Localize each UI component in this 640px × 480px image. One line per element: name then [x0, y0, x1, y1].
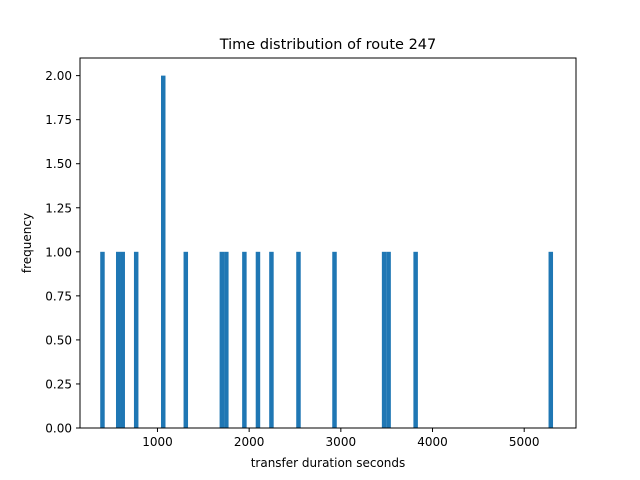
x-tick-label: 1000 [142, 435, 173, 449]
y-axis-ticks: 0.00 0.25 0.50 0.75 1.00 1.25 1.50 1.75 2.00 [45, 69, 80, 436]
x-axis-ticks: 1000 2000 3000 4000 5000 [142, 428, 539, 449]
histogram-bar [219, 251, 225, 428]
y-tick-label: 1.25 [45, 201, 72, 215]
histogram-bar [548, 251, 554, 428]
histogram-bar [183, 251, 189, 428]
x-tick-label: 3000 [326, 435, 357, 449]
histogram-bar [100, 251, 105, 428]
histogram-bar [381, 251, 387, 428]
histogram-bar [255, 251, 261, 428]
histogram-bar [161, 75, 166, 429]
y-tick-label: 0.00 [45, 422, 72, 436]
x-tick-label: 2000 [234, 435, 265, 449]
histogram-bar [386, 251, 391, 428]
histogram-bar [413, 251, 418, 428]
y-tick-label: 2.00 [45, 69, 72, 83]
x-tick-label: 4000 [417, 435, 448, 449]
y-tick-label: 1.75 [45, 113, 72, 127]
histogram-bar [115, 251, 121, 428]
bars-group [100, 75, 554, 429]
histogram-bar [120, 251, 125, 428]
histogram-bar [296, 251, 301, 428]
y-tick-label: 0.25 [45, 377, 72, 391]
y-tick-label: 0.75 [45, 289, 72, 303]
histogram-bar [224, 251, 229, 428]
histogram-bar [332, 251, 337, 428]
chart-title: Time distribution of route 247 [219, 37, 437, 53]
histogram-bar [242, 251, 247, 428]
y-tick-label: 1.50 [45, 157, 72, 171]
x-axis-label: transfer duration seconds [251, 456, 406, 470]
y-tick-label: 0.50 [45, 333, 72, 347]
y-axis-label: frequency [20, 213, 34, 273]
histogram-bar [269, 251, 274, 428]
plot-frame [79, 57, 577, 429]
y-tick-label: 1.00 [45, 245, 72, 259]
histogram-bar [133, 251, 139, 428]
x-tick-label: 5000 [509, 435, 540, 449]
